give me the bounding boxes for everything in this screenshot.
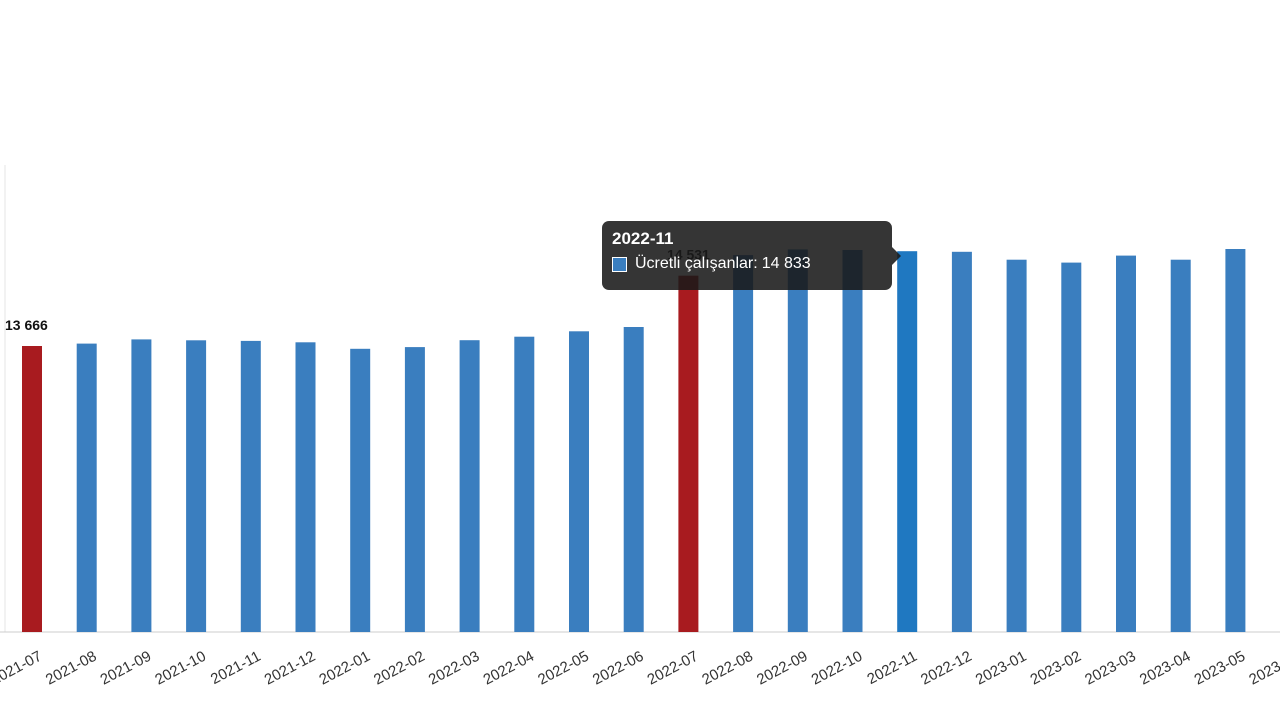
bar-2022-11[interactable]	[897, 251, 918, 632]
bar-2022-12[interactable]	[951, 251, 972, 633]
bar-2021-08[interactable]	[76, 343, 97, 632]
x-tick-label-2023-04: 2023-04	[1137, 648, 1194, 689]
bar-2022-05[interactable]	[569, 331, 589, 632]
bar-2023-01[interactable]	[1006, 259, 1027, 632]
x-tick-label-2022-02: 2022-02	[371, 648, 428, 689]
tooltip-value: 14 833	[761, 255, 811, 272]
tooltip-separator: :	[753, 255, 758, 272]
tooltip-series-name: Ücretli çalışanlar	[635, 255, 754, 272]
bar-2022-03[interactable]	[459, 340, 480, 632]
x-tick-label-2022-09: 2022-09	[754, 648, 811, 689]
x-tick-label-2023-06: 2023-06	[1246, 648, 1280, 689]
bar-2021-10[interactable]	[186, 340, 207, 632]
bar-2022-02[interactable]	[404, 347, 425, 632]
chart-tooltip: 2022-11 Ücretli çalışanlar: 14 833	[602, 221, 901, 290]
x-tick-label-2021-09: 2021-09	[98, 648, 155, 689]
bar-2021-11[interactable]	[240, 340, 261, 632]
x-tick-label-2023-03: 2023-03	[1082, 648, 1139, 689]
bar-2023-03[interactable]	[1116, 255, 1136, 632]
x-tick-label-2022-03: 2022-03	[426, 648, 483, 689]
data-label-2021-07: 13 666	[5, 317, 48, 333]
bar-2023-05[interactable]	[1225, 249, 1246, 632]
x-tick-label-2021-11: 2021-11	[208, 648, 264, 688]
bar-2022-06[interactable]	[623, 327, 644, 632]
bar-2021-09[interactable]	[131, 339, 152, 632]
bar-2022-08[interactable]	[733, 255, 754, 632]
bar-2022-10[interactable]	[842, 250, 863, 632]
x-tick-label-2022-12: 2022-12	[918, 648, 975, 689]
x-tick-label-2023-02: 2023-02	[1027, 648, 1084, 689]
x-tick-label-2023-01: 2023-01	[973, 648, 1030, 689]
x-tick-label-2023-05: 2023-05	[1192, 648, 1249, 689]
bar-2022-09[interactable]	[787, 249, 808, 632]
x-tick-label-2021-12: 2021-12	[262, 648, 319, 689]
x-tick-label-2021-08: 2021-08	[43, 648, 100, 689]
bar-2021-07[interactable]	[22, 346, 42, 632]
x-tick-label-2022-11: 2022-11	[864, 648, 920, 688]
bar-2022-07[interactable]	[678, 275, 699, 632]
tooltip-title: 2022-11	[612, 229, 674, 248]
bar-2022-01[interactable]	[350, 348, 371, 632]
x-tick-label-2021-07: 2021-07	[0, 648, 45, 689]
tooltip-row: Ücretli çalışanlar: 14 833	[612, 255, 882, 273]
x-tick-label-2022-05: 2022-05	[535, 648, 592, 689]
bar-2022-04[interactable]	[514, 336, 535, 632]
series-swatch-icon	[612, 256, 627, 272]
x-tick-label-2022-07: 2022-07	[645, 648, 702, 689]
x-tick-label-2022-04: 2022-04	[480, 648, 537, 689]
x-tick-label-2022-01: 2022-01	[316, 648, 373, 689]
x-tick-label-2022-10: 2022-10	[809, 648, 866, 689]
bar-2021-12[interactable]	[295, 342, 316, 632]
x-tick-label-2022-08: 2022-08	[699, 648, 756, 689]
x-tick-label-2022-06: 2022-06	[590, 648, 647, 689]
bar-2023-04[interactable]	[1170, 259, 1191, 632]
bar-2023-02[interactable]	[1061, 262, 1082, 632]
x-tick-label-2021-10: 2021-10	[152, 648, 209, 689]
bar-series	[22, 249, 1246, 633]
